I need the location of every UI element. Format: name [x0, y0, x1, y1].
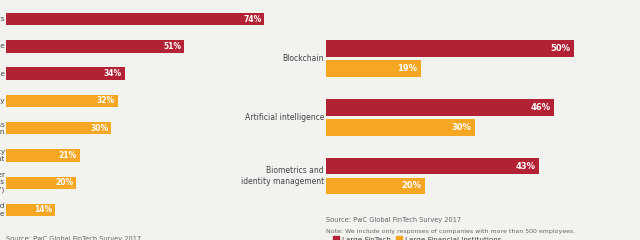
Text: Distributed ledger
technologies
(e.g. “blockchain”): Distributed ledger technologies (e.g. “b… [0, 173, 4, 193]
Bar [326, 158, 540, 174]
Text: Artificial intelligence: Artificial intelligence [244, 113, 324, 122]
Text: 30%: 30% [451, 123, 471, 132]
Text: 32%: 32% [97, 96, 115, 105]
Bar [6, 67, 125, 80]
Text: 50%: 50% [550, 44, 570, 53]
Text: Robotics process
automation: Robotics process automation [0, 122, 4, 135]
Bar [326, 41, 574, 57]
Text: 34%: 34% [104, 69, 122, 78]
Text: 14%: 14% [35, 205, 52, 215]
Bar [326, 99, 554, 116]
Text: 21%: 21% [59, 151, 77, 160]
Text: 51%: 51% [163, 42, 181, 51]
Text: 43%: 43% [515, 162, 536, 171]
Text: Blockchain: Blockchain [282, 54, 324, 63]
Bar [326, 60, 420, 77]
Bar [6, 177, 76, 189]
Text: Mobile: Mobile [0, 43, 4, 49]
Bar [6, 122, 111, 134]
Text: 30%: 30% [90, 124, 108, 133]
Text: Cyber-security: Cyber-security [0, 98, 4, 104]
Text: 74%: 74% [243, 15, 262, 24]
Bar [6, 13, 264, 25]
Text: 46%: 46% [530, 103, 550, 112]
Text: 19%: 19% [397, 64, 417, 73]
Legend: Large FinTech, Large Financial Institutions: Large FinTech, Large Financial Instituti… [330, 234, 504, 240]
Text: 20%: 20% [55, 178, 74, 187]
Bar [326, 119, 475, 136]
Text: Biometrics and identity
management: Biometrics and identity management [0, 149, 4, 162]
Text: Source: PwC Global FinTech Survey 2017: Source: PwC Global FinTech Survey 2017 [6, 236, 141, 240]
Text: Note: We include only responses of companies with more than 500 employees.: Note: We include only responses of compa… [326, 229, 575, 234]
Bar [6, 149, 79, 162]
Text: 20%: 20% [401, 181, 422, 191]
Bar [6, 40, 184, 53]
Text: Public cloud
infrastructure: Public cloud infrastructure [0, 204, 4, 216]
Text: Data analytics: Data analytics [0, 16, 4, 22]
Text: Source: PwC Global FinTech Survey 2017: Source: PwC Global FinTech Survey 2017 [326, 217, 461, 223]
Bar [6, 95, 118, 107]
Bar [6, 204, 55, 216]
Text: Biometrics and
identity management: Biometrics and identity management [241, 166, 324, 186]
Bar [326, 178, 426, 194]
Text: Artificial intelligence: Artificial intelligence [0, 71, 4, 77]
